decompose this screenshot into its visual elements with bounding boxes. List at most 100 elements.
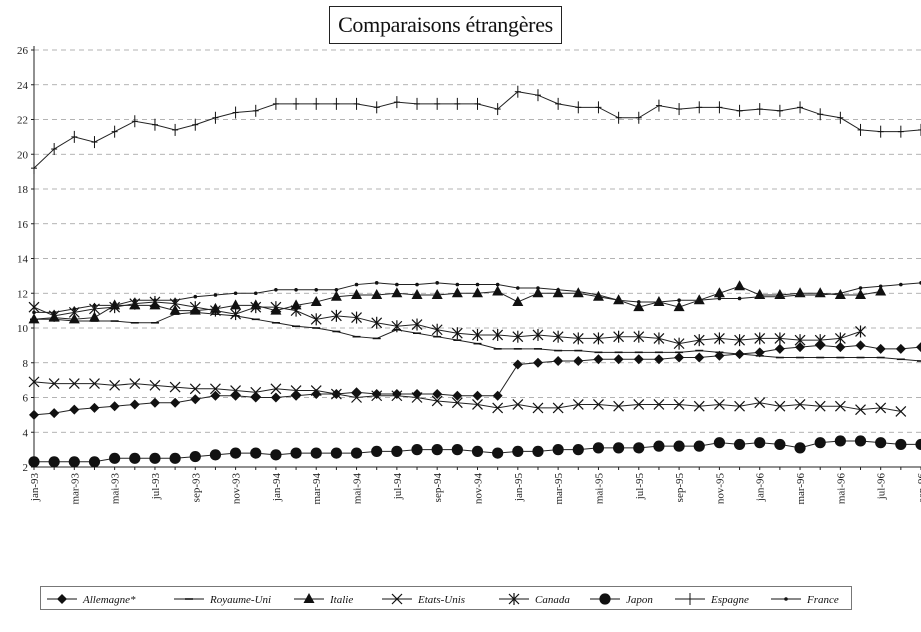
data-point-france <box>878 284 883 289</box>
data-point-allemagne <box>311 389 322 400</box>
data-point-espagne <box>655 99 662 112</box>
data-point-allemagne <box>573 356 584 367</box>
data-point-etats-unis <box>290 385 302 396</box>
y-tick-label: 16 <box>17 219 29 231</box>
data-point-allemagne <box>351 387 362 398</box>
x-tick-label: mai-94 <box>352 473 364 505</box>
data-point-etats-unis <box>613 400 625 412</box>
data-point-espagne <box>313 97 320 110</box>
data-point-france <box>737 296 742 301</box>
data-point-etats-unis <box>794 399 806 410</box>
data-point-italie <box>855 288 867 299</box>
series-italie <box>28 280 887 324</box>
data-point-japon <box>48 456 60 468</box>
data-point-japon <box>391 445 403 457</box>
data-point-etats-unis <box>330 388 342 400</box>
data-point-canada <box>189 301 201 314</box>
data-point-canada <box>512 330 524 343</box>
y-tick-label: 6 <box>23 393 29 405</box>
data-point-etats-unis <box>875 402 887 414</box>
data-point-japon <box>613 442 625 454</box>
data-point-france <box>596 293 601 297</box>
data-point-allemagne <box>29 409 39 420</box>
data-point-france <box>657 300 661 304</box>
legend-label: Royaume-Uni <box>209 594 271 606</box>
data-point-allemagne <box>371 389 382 400</box>
data-point-etats-unis <box>189 383 201 395</box>
data-point-canada <box>653 332 665 345</box>
data-point-canada <box>250 301 262 314</box>
data-point-etats-unis <box>109 379 121 391</box>
data-point-espagne <box>817 108 824 121</box>
data-point-etats-unis <box>351 392 362 403</box>
data-point-allemagne <box>49 408 60 419</box>
data-point-espagne <box>615 111 622 124</box>
data-point-canada <box>734 334 745 347</box>
legend-label: Japon <box>626 594 653 606</box>
y-tick-label: 18 <box>17 184 29 196</box>
x-tick-label: sep-93 <box>190 473 202 503</box>
data-point-espagne <box>877 125 884 138</box>
data-point-espagne <box>414 97 421 110</box>
data-point-etats-unis <box>653 399 665 410</box>
data-point-canada <box>230 308 242 321</box>
data-point-espagne <box>635 111 642 124</box>
x-tick-label: jul-96 <box>876 473 888 501</box>
legend-label: France <box>806 594 839 606</box>
data-point-france <box>132 298 137 303</box>
data-point-etats-unis <box>472 399 483 410</box>
x-tick-label: mar-94 <box>311 473 323 505</box>
data-point-etats-unis <box>895 405 907 417</box>
data-point-allemagne <box>210 390 221 401</box>
data-point-france <box>395 282 399 287</box>
x-tick-label: nov-93 <box>231 473 243 505</box>
data-point-espagne <box>252 104 259 117</box>
y-tick-label: 26 <box>17 45 29 57</box>
data-point-france <box>415 282 419 287</box>
data-point-espagne <box>837 111 844 124</box>
data-point-etats-unis <box>532 402 544 414</box>
y-tick-label: 10 <box>17 323 29 335</box>
data-point-japon <box>532 445 544 457</box>
y-tick-label: 24 <box>17 80 29 92</box>
y-tick-label: 8 <box>23 358 29 370</box>
data-point-canada <box>431 323 443 336</box>
series-japon <box>28 435 921 468</box>
data-point-italie <box>351 288 363 299</box>
data-point-etats-unis <box>149 379 161 391</box>
series-line-etats-unis <box>33 381 901 412</box>
data-point-espagne <box>434 97 441 110</box>
data-point-etats-unis <box>129 378 141 390</box>
data-point-italie <box>391 287 403 298</box>
data-point-etats-unis <box>633 399 645 410</box>
series-france <box>32 281 921 315</box>
data-point-espagne <box>272 97 279 110</box>
data-point-allemagne <box>89 402 100 413</box>
data-point-etats-unis <box>512 399 524 410</box>
data-point-espagne <box>514 85 521 98</box>
data-point-espagne <box>454 97 461 110</box>
data-point-japon <box>592 442 605 454</box>
data-point-etats-unis <box>310 385 322 396</box>
data-point-france <box>778 294 782 299</box>
data-point-espagne <box>897 125 904 138</box>
data-point-espagne <box>111 125 118 138</box>
data-point-etats-unis <box>230 385 242 396</box>
data-point-canada <box>754 332 766 345</box>
data-point-espagne <box>857 123 864 136</box>
data-point-canada <box>794 334 806 347</box>
data-point-italie <box>875 285 887 296</box>
legend-marker <box>57 594 67 604</box>
y-tick-label: 4 <box>23 427 29 439</box>
data-point-allemagne <box>230 390 241 401</box>
data-point-espagne <box>151 118 158 131</box>
data-point-france <box>153 298 157 303</box>
data-point-etats-unis <box>734 400 745 412</box>
data-point-allemagne <box>532 357 543 368</box>
legend-item-royaume-uni: Royaume-Uni <box>174 594 271 606</box>
data-point-france <box>334 287 339 292</box>
data-point-allemagne <box>694 352 705 363</box>
data-point-italie <box>371 288 383 299</box>
data-point-canada <box>693 334 705 347</box>
